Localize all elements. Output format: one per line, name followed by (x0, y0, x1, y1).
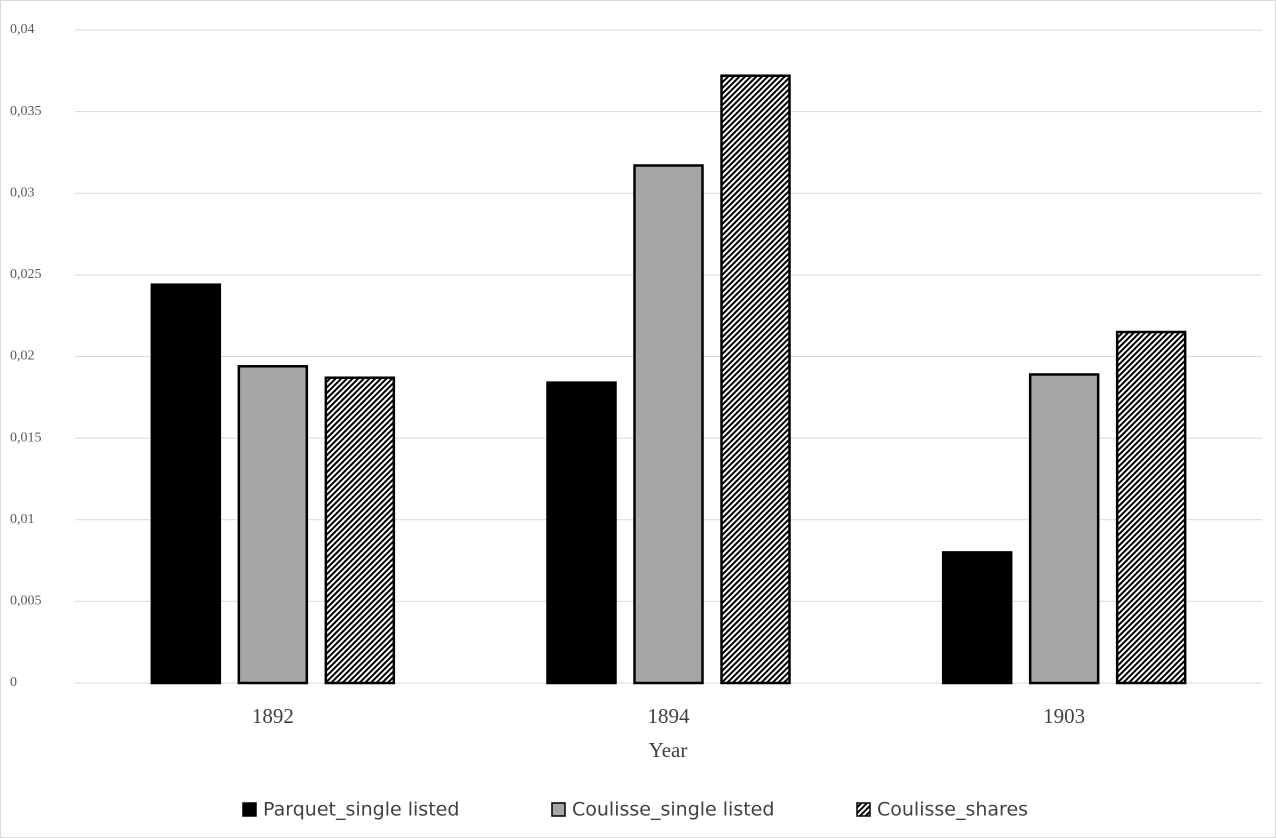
bar (237, 365, 309, 685)
legend-swatch (551, 802, 566, 817)
bar (546, 381, 617, 685)
legend-label: Parquet_single listed (263, 799, 459, 821)
y-tick-label: 0 (10, 675, 17, 690)
x-axis-label: Year (649, 738, 688, 762)
bar (720, 74, 791, 685)
y-tick-label: 0,04 (10, 22, 35, 37)
legend-label: Coulisse_shares (877, 799, 1028, 821)
y-tick-label: 0,035 (10, 104, 42, 119)
legend-label: Coulisse_single listed (572, 799, 774, 821)
x-tick-label: 1903 (1043, 704, 1085, 728)
y-tick-label: 0,005 (10, 594, 42, 609)
y-tick-label: 0,01 (10, 512, 35, 527)
bar (1028, 373, 1100, 685)
x-tick-label: 1894 (648, 704, 691, 728)
y-tick-label: 0,03 (10, 185, 35, 200)
bar (633, 164, 704, 685)
legend-swatch (856, 802, 871, 817)
legend-swatch (242, 802, 257, 817)
y-tick-label: 0,025 (10, 267, 42, 282)
y-tick-label: 0,02 (10, 349, 35, 364)
x-tick-label: 1892 (252, 704, 294, 728)
bar (941, 551, 1013, 685)
y-tick-label: 0,015 (10, 430, 42, 445)
bar (150, 283, 222, 685)
bar (1115, 330, 1187, 685)
bar (324, 376, 396, 685)
